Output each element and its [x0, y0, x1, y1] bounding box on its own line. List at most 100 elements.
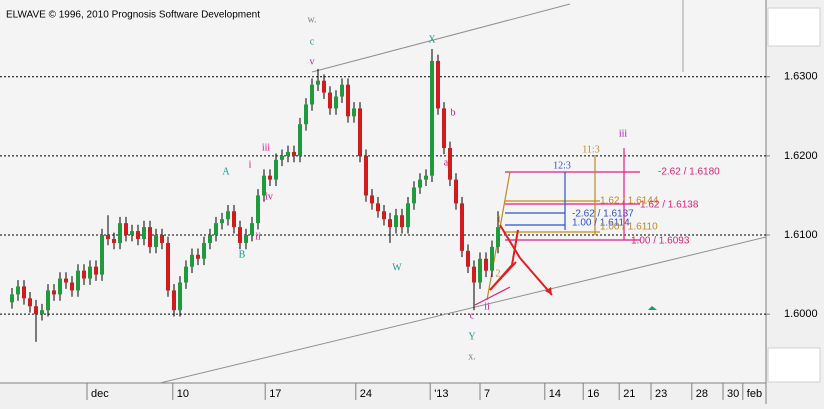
candle-body [238, 227, 242, 243]
candle-body [148, 227, 152, 247]
candle-body [364, 155, 368, 196]
candle-body [76, 270, 80, 291]
candle-body [274, 159, 278, 180]
annotation: b [451, 107, 456, 118]
candle-body [196, 254, 200, 259]
axis-box [767, 7, 821, 47]
annotation: w. [307, 14, 316, 25]
arrow [499, 224, 521, 259]
candle-body [346, 84, 350, 117]
candle-body [472, 266, 476, 283]
candle-body [172, 290, 176, 311]
candle-body [220, 219, 224, 224]
y-tick-label: 1.6200 [784, 150, 818, 162]
candle-body [22, 286, 26, 299]
candle-body [382, 211, 386, 220]
candle-body [490, 246, 494, 271]
x-tick-label: 23 [655, 388, 667, 400]
candle-body [124, 223, 128, 236]
x-tick-label: 16 [587, 388, 599, 400]
wave-line [474, 286, 511, 306]
candle-body [64, 278, 68, 283]
annotation: -2.62 / 1.6180 [658, 167, 720, 178]
y-tick-label: 1.6100 [784, 229, 818, 241]
arrow [519, 257, 553, 296]
candle-body [244, 235, 248, 243]
annotation: W [392, 262, 402, 273]
candle-body [466, 250, 470, 267]
candle-body [46, 290, 50, 311]
candle-body [10, 294, 14, 303]
candle-body [280, 155, 284, 160]
annotation: 11:3 [582, 144, 599, 155]
arrow [511, 229, 519, 266]
x-tick-label: dec [91, 388, 109, 400]
x-tick-label: 14 [549, 388, 561, 400]
candle-body [184, 266, 188, 283]
candle-body [100, 235, 104, 275]
annotation: 1.00 / 1.6110 [600, 222, 658, 233]
candle-body [340, 84, 344, 97]
candle-body [448, 147, 452, 180]
annotation: v [310, 56, 315, 67]
candle-body [334, 96, 338, 109]
annotation: A [222, 166, 230, 177]
candle-body [82, 270, 86, 279]
annotation: i [249, 159, 252, 170]
x-tick-label: '13 [434, 388, 448, 400]
candle-body [298, 124, 302, 156]
candles [10, 49, 500, 342]
candle-body [430, 60, 434, 176]
x-tick-label: 30 [727, 388, 739, 400]
channel-line [159, 236, 767, 384]
annotation: a [444, 157, 449, 168]
candle-body [442, 108, 446, 148]
candle-body [262, 175, 266, 196]
candle-body [34, 306, 38, 315]
candle-body [190, 254, 194, 267]
candle-body [352, 108, 356, 117]
candle-body [484, 258, 488, 271]
x-tick-label: 21 [623, 388, 635, 400]
candle-body [226, 211, 230, 220]
annotation: c [470, 310, 475, 321]
candle-body [376, 203, 380, 212]
candle-body [394, 215, 398, 228]
axis-box [767, 347, 821, 383]
candle-body [292, 151, 296, 156]
candle-body [154, 235, 158, 247]
candle-body [214, 223, 218, 236]
candle-body [460, 203, 464, 251]
x-tick-label: 28 [696, 388, 708, 400]
candle-body [358, 108, 362, 156]
arrow-head [545, 287, 552, 295]
candle-body [208, 235, 212, 243]
chart-title: ELWAVE © 1996, 2010 Prognosis Software D… [6, 10, 260, 21]
annotation: 1.00 / 1.6093 [631, 236, 690, 247]
x-tick-label: feb [747, 388, 762, 400]
candle-body [328, 92, 332, 109]
annotation: 1.00 / 1.6114 [572, 218, 630, 229]
annotation: iv [265, 191, 273, 202]
candle-body [454, 179, 458, 204]
candle-body [130, 231, 134, 236]
annotation: 1.62 / 1.6144 [600, 196, 659, 207]
annotation: x. [468, 351, 476, 362]
annotation: X [428, 34, 436, 45]
channel-line [311, 3, 571, 73]
candle-body [28, 298, 32, 307]
candle-body [406, 203, 410, 228]
x-tick-label: 10 [177, 388, 189, 400]
x-tick-label: 17 [269, 388, 281, 400]
y-tick-label: 1.6300 [784, 71, 818, 83]
x-tick-label: 24 [360, 388, 372, 400]
candle-body [412, 187, 416, 204]
candle-body [304, 104, 308, 125]
candle-body [88, 266, 92, 279]
candle-body [178, 282, 182, 311]
candle-body [58, 278, 62, 295]
candle-body [40, 310, 44, 315]
annotation: 2 [496, 268, 501, 279]
candle-body [436, 60, 440, 109]
